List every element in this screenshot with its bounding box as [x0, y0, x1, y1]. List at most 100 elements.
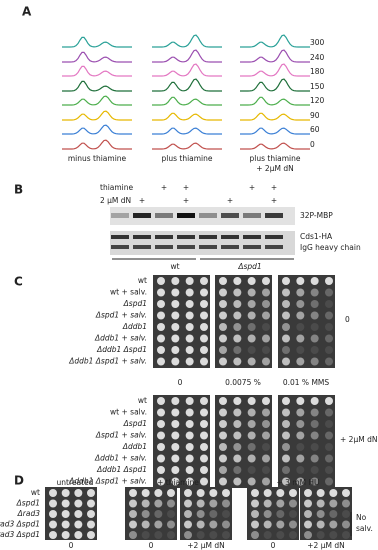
strain-label: Δspd1 + salv.: [95, 311, 147, 320]
panel-label: C: [14, 275, 23, 289]
strain-label: Δddb1 Δspd1 + salv.: [68, 357, 147, 366]
histogram: [62, 124, 132, 135]
plus-sign: +: [249, 183, 255, 192]
colony-spot: [325, 323, 333, 331]
colony-spot: [157, 300, 165, 308]
colony-spot: [219, 408, 227, 417]
histogram: [152, 127, 222, 135]
band: [111, 213, 129, 218]
colony-spot: [129, 499, 137, 508]
colony-spot: [185, 277, 194, 285]
colony-spot: [233, 334, 242, 343]
colony-spot: [200, 300, 208, 308]
colony-spot: [296, 346, 305, 354]
colony-spot: [74, 510, 83, 518]
colony-spot: [282, 300, 290, 308]
colony-spot: [49, 520, 57, 529]
colony-spot: [171, 466, 180, 474]
colony-spot: [310, 311, 319, 320]
colony-spot: [263, 510, 272, 518]
colony-spot: [87, 510, 95, 518]
colony-spot: [262, 477, 270, 486]
strain-label: wt: [138, 276, 147, 285]
colony-spot: [219, 334, 227, 343]
colony-spot: [289, 499, 297, 508]
colony-spot: [263, 520, 272, 529]
colony-spot: [200, 311, 208, 320]
panel-label: B: [14, 183, 23, 197]
colony-spot: [262, 300, 270, 308]
colony-spot: [185, 466, 194, 474]
histogram: [152, 142, 222, 150]
colony-spot: [262, 397, 270, 405]
plus-sign: +: [139, 196, 145, 205]
histogram: [240, 78, 310, 92]
colony-spot: [247, 454, 256, 463]
colony-spot: [233, 300, 242, 308]
colony-spot: [325, 288, 333, 297]
colony-spot: [325, 357, 333, 366]
strain-label: Δspd1: [123, 419, 147, 428]
colony-spot: [282, 311, 290, 320]
strain-label: Δddb1 Δspd1: [96, 465, 147, 474]
histogram: [240, 34, 310, 48]
colony-spot: [296, 277, 305, 285]
colony-spot: [185, 454, 194, 463]
colony-spot: [200, 443, 208, 451]
colony-spot: [233, 454, 242, 463]
colony-spot: [247, 431, 256, 440]
band: [243, 245, 261, 249]
colony-spot: [171, 311, 180, 320]
histogram: [240, 49, 310, 63]
gel: [110, 207, 295, 225]
colony-spot: [282, 277, 290, 285]
colony-spot: [342, 489, 350, 497]
band: [221, 245, 239, 249]
colony-spot: [329, 520, 338, 529]
colony-spot: [185, 397, 194, 405]
strain-label: wt: [31, 488, 40, 497]
colony-spot: [219, 431, 227, 440]
histogram: [62, 65, 132, 77]
colony-spot: [157, 311, 165, 320]
band: [243, 235, 261, 239]
colony-spot: [247, 477, 256, 486]
histogram: [62, 95, 132, 106]
strain-label: Δrad3: [17, 509, 41, 518]
colony-spot: [154, 520, 163, 529]
colony-spot: [233, 311, 242, 320]
condition-label: + 2µM dN: [256, 164, 293, 173]
colony-spot: [185, 477, 194, 486]
colony-spot: [222, 510, 230, 518]
colony-spot: [282, 346, 290, 354]
colony-spot: [171, 277, 180, 285]
strain-label: wt: [170, 262, 179, 271]
colony-spot: [325, 397, 333, 405]
strain-label: Δddb1 Δspd1 + salv.: [68, 477, 147, 486]
colony-spot: [157, 454, 165, 463]
colony-spot: [171, 420, 180, 428]
colony-spot: [325, 420, 333, 428]
plate-label: +2 µM dN: [307, 541, 344, 550]
time-label: 60: [310, 125, 320, 134]
colony-spot: [129, 510, 137, 518]
colony-spot: [171, 346, 180, 354]
note-label: salv.: [356, 524, 373, 533]
colony-spot: [200, 323, 208, 331]
colony-spot: [219, 323, 227, 331]
colony-spot: [251, 531, 259, 539]
colony-spot: [310, 346, 319, 354]
colony-spot: [185, 346, 194, 354]
colony-spot: [296, 300, 305, 308]
colony-spot: [200, 420, 208, 428]
time-label: 150: [310, 82, 325, 91]
colony-spot: [200, 346, 208, 354]
colony-spot: [296, 420, 305, 428]
colony-spot: [276, 489, 285, 497]
histogram: [152, 63, 222, 77]
colony-spot: [282, 443, 290, 451]
colony-spot: [171, 334, 180, 343]
colony-spot: [196, 520, 205, 529]
header-label: + thiamine: [157, 478, 199, 487]
